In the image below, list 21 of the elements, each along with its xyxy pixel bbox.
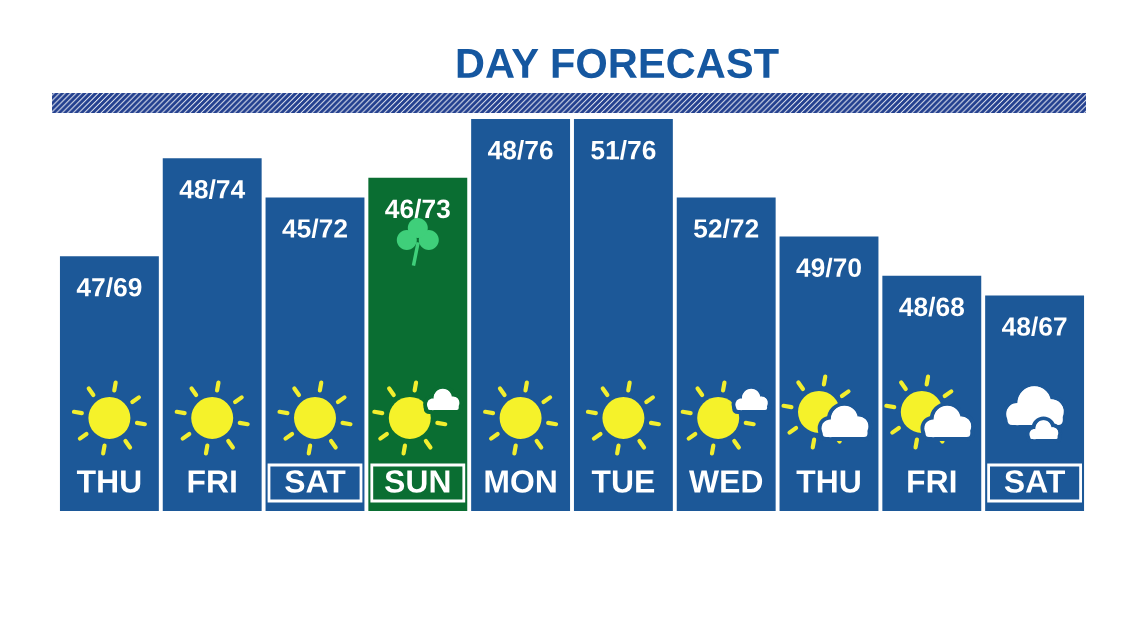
data-label: 48/68 bbox=[899, 296, 965, 317]
data-label: 48/76 bbox=[487, 140, 553, 160]
x-tick-label: THU bbox=[796, 470, 860, 493]
data-label: 51/76 bbox=[591, 140, 656, 160]
x-tick-label: WED bbox=[688, 470, 763, 493]
data-label: 52/72 bbox=[694, 218, 759, 239]
data-label: 47/69 bbox=[76, 277, 142, 297]
x-tick-label: SUN bbox=[384, 470, 450, 493]
x-tick-label: THU bbox=[76, 470, 141, 493]
x-tick-label: FRI bbox=[908, 470, 956, 493]
x-tick-label: SAT bbox=[1004, 470, 1066, 493]
data-label: 46/73 bbox=[385, 198, 450, 219]
data-label: 49/70 bbox=[796, 257, 861, 278]
data-label: 45/72 bbox=[282, 218, 347, 239]
x-tick-label: SAT bbox=[285, 470, 346, 493]
data-label: 48/67 bbox=[1001, 316, 1067, 337]
data-label: 48/74 bbox=[179, 179, 246, 199]
chart-title: DAY FORECAST bbox=[457, 48, 779, 79]
x-tick-label: FRI bbox=[188, 470, 236, 493]
x-tick-label: TUE bbox=[591, 470, 655, 493]
x-tick-label: MON bbox=[485, 470, 556, 493]
